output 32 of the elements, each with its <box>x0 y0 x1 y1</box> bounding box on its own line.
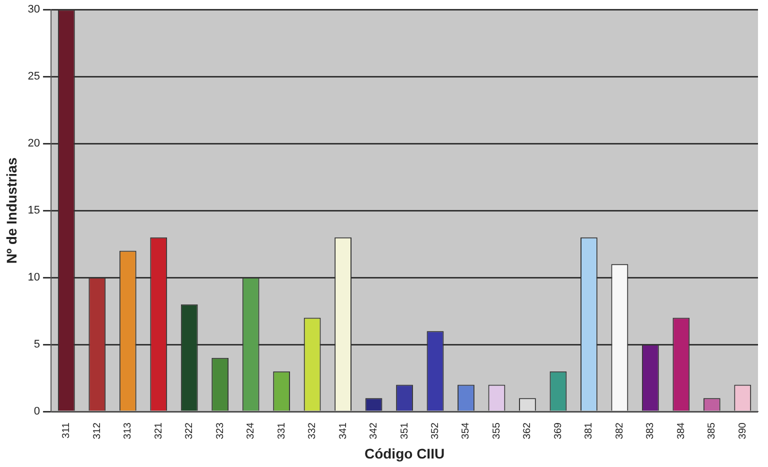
x-tick-label: 384 <box>676 422 687 440</box>
y-tick-label: 20 <box>28 138 40 150</box>
x-tick-label: 355 <box>491 422 502 440</box>
y-axis-title: Nº de Industrias <box>3 157 20 264</box>
y-tick-label: 25 <box>28 70 40 83</box>
x-tick-label: 352 <box>430 422 442 440</box>
y-tick-label: 0 <box>34 406 40 418</box>
x-tick-label: 324 <box>246 422 257 440</box>
x-tick-label: 331 <box>276 422 288 440</box>
y-tick-label: 15 <box>28 204 40 217</box>
x-tick-label: 362 <box>522 422 534 440</box>
x-tick-label: 313 <box>122 422 134 440</box>
x-tick-label: 311 <box>61 422 72 438</box>
y-tick-label: 10 <box>28 272 40 284</box>
x-tick-label: 342 <box>368 422 380 440</box>
x-tick-label: 385 <box>706 422 718 440</box>
x-tick-label: 382 <box>614 422 626 440</box>
x-tick-label: 351 <box>399 422 410 440</box>
x-tick-label: 341 <box>338 422 349 440</box>
x-tick-label: 323 <box>214 422 226 440</box>
x-axis-title: Código CIIU <box>364 445 445 462</box>
x-tick-label: 321 <box>153 422 164 440</box>
x-tick-label: 354 <box>460 422 472 440</box>
x-tick-label: 381 <box>584 422 595 440</box>
x-tick-label: 332 <box>307 422 318 440</box>
x-tick-label: 322 <box>184 422 196 440</box>
y-tick-label: 5 <box>34 338 40 351</box>
y-tick-label: 30 <box>28 4 40 16</box>
x-tick-label: 312 <box>92 422 103 440</box>
x-tick-label: 383 <box>645 422 656 440</box>
x-tick-label: 369 <box>552 422 564 440</box>
x-tick-label: 390 <box>737 422 748 440</box>
